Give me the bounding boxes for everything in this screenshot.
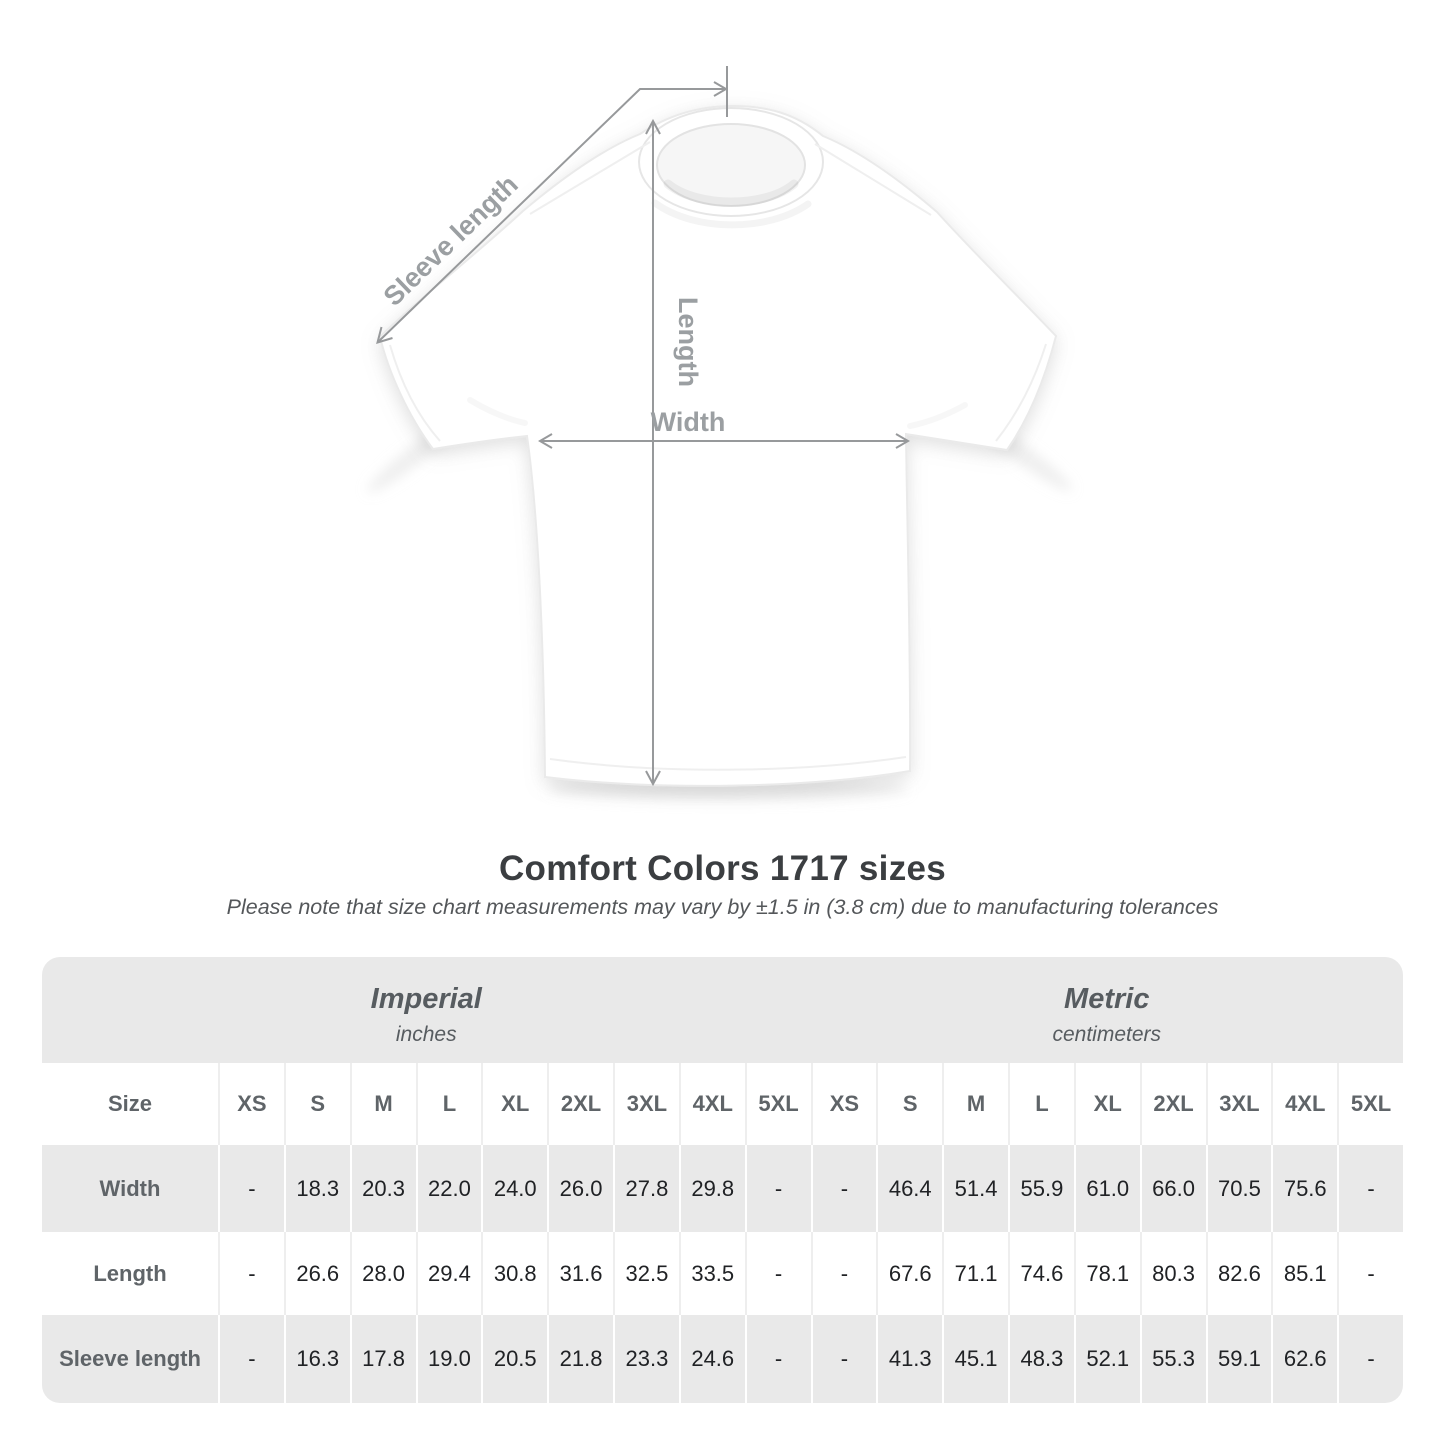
- size-table: Imperial inches Metric centimeters Size …: [42, 957, 1403, 1403]
- sleeve-length-arrow: [376, 66, 728, 344]
- value-cell: 16.3: [283, 1315, 350, 1403]
- tshirt-seams: [389, 141, 1047, 771]
- value-cell: 31.6: [547, 1232, 613, 1315]
- size-header-cell: 5XL: [744, 1063, 811, 1145]
- value-cell: -: [744, 1315, 811, 1403]
- value-cell: -: [1337, 1145, 1403, 1232]
- value-cell: 59.1: [1205, 1315, 1272, 1403]
- value-cell: 45.1: [942, 1315, 1008, 1403]
- row-label-cell: Sleeve length: [42, 1315, 218, 1403]
- value-cell: -: [218, 1315, 284, 1403]
- value-cell: 22.0: [415, 1145, 482, 1232]
- value-cell: 78.1: [1073, 1232, 1140, 1315]
- value-cell: 29.4: [415, 1232, 482, 1315]
- tolerance-note: Please note that size chart measurements…: [226, 895, 1219, 919]
- length-arrow: [645, 118, 661, 787]
- size-header-cell: M: [942, 1063, 1008, 1145]
- imperial-group-title: Imperial: [370, 983, 482, 1015]
- metric-group-unit: centimeters: [1052, 1023, 1162, 1046]
- value-cell: 85.1: [1271, 1232, 1337, 1315]
- width-arrow: [538, 433, 910, 449]
- value-cell: -: [1337, 1315, 1403, 1403]
- value-cell: 26.6: [283, 1232, 350, 1315]
- value-cell: 20.3: [349, 1145, 416, 1232]
- value-cell: 70.5: [1205, 1145, 1272, 1232]
- value-cell: 18.3: [283, 1145, 350, 1232]
- neck-shadow: [663, 179, 799, 207]
- collar-under-shadow: [651, 199, 812, 229]
- value-cell: 19.0: [415, 1315, 482, 1403]
- value-cell: 67.6: [876, 1232, 942, 1315]
- length-label: Length: [673, 297, 703, 387]
- imperial-group-header: Imperial inches: [42, 957, 811, 1063]
- size-header-cell: XL: [481, 1063, 547, 1145]
- value-cell: 46.4: [876, 1145, 943, 1232]
- value-cell: 55.3: [1139, 1315, 1206, 1403]
- value-cell: 66.0: [1139, 1145, 1206, 1232]
- size-header-cell: L: [1008, 1063, 1074, 1145]
- value-cell: 55.9: [1008, 1145, 1074, 1232]
- value-cell: 48.3: [1008, 1315, 1074, 1403]
- value-cell: 30.8: [481, 1232, 547, 1315]
- value-cell: -: [744, 1232, 811, 1315]
- page-title: Comfort Colors 1717 sizes: [498, 849, 947, 888]
- value-cell: 20.5: [481, 1315, 548, 1403]
- size-header-cell: M: [349, 1063, 416, 1145]
- value-cell: 62.6: [1271, 1315, 1338, 1403]
- value-cell: 82.6: [1205, 1232, 1272, 1315]
- size-header-cell: XS: [810, 1063, 877, 1145]
- value-cell: 29.8: [678, 1145, 745, 1232]
- width-label: Width: [651, 407, 726, 437]
- row-label-cell: Width: [42, 1145, 218, 1232]
- size-header-cell: 2XL: [547, 1063, 613, 1145]
- value-cell: -: [1337, 1232, 1403, 1315]
- size-header-cell: 3XL: [613, 1063, 679, 1145]
- value-cell: -: [218, 1232, 284, 1315]
- value-cell: -: [744, 1145, 811, 1232]
- value-cell: 26.0: [547, 1145, 613, 1232]
- tshirt-body: [378, 104, 1058, 787]
- size-header-cell: L: [415, 1063, 482, 1145]
- metric-group-header: Metric centimeters: [810, 957, 1403, 1063]
- value-cell: -: [810, 1145, 877, 1232]
- value-cell: 17.8: [349, 1315, 416, 1403]
- value-cell: -: [810, 1315, 877, 1403]
- value-cell: 23.3: [613, 1315, 679, 1403]
- value-cell: -: [810, 1232, 877, 1315]
- value-cell: -: [218, 1145, 284, 1232]
- row-label-cell: Length: [93, 1260, 167, 1286]
- value-cell: 74.6: [1008, 1232, 1074, 1315]
- size-header-cell: S: [876, 1063, 942, 1145]
- size-header-cell: 4XL: [678, 1063, 745, 1145]
- size-header-cell: 3XL: [1205, 1063, 1272, 1145]
- tshirt-diagram: Sleeve length Length Width: [367, 66, 1072, 800]
- value-cell: 32.5: [613, 1232, 679, 1315]
- value-cell: 75.6: [1271, 1145, 1338, 1232]
- value-cell: 24.0: [481, 1145, 548, 1232]
- value-cell: 24.6: [678, 1315, 745, 1403]
- value-cell: 52.1: [1073, 1315, 1140, 1403]
- size-header-cell: 5XL: [1337, 1063, 1403, 1145]
- size-header-cell: 4XL: [1271, 1063, 1337, 1145]
- value-cell: 28.0: [349, 1232, 416, 1315]
- imperial-group-unit: inches: [395, 1023, 457, 1046]
- tshirt-illustration: [378, 104, 1058, 787]
- size-header-cell: XS: [218, 1063, 284, 1145]
- value-cell: 27.8: [613, 1145, 679, 1232]
- size-header-cell: XL: [1073, 1063, 1140, 1145]
- size-header-cell: S: [283, 1063, 350, 1145]
- value-cell: 33.5: [678, 1232, 745, 1315]
- value-cell: 71.1: [942, 1232, 1008, 1315]
- value-cell: 41.3: [876, 1315, 943, 1403]
- size-column-header: Size: [107, 1091, 153, 1116]
- metric-group-title: Metric: [1064, 983, 1150, 1015]
- value-cell: 51.4: [942, 1145, 1008, 1232]
- value-cell: 61.0: [1073, 1145, 1140, 1232]
- value-cell: 80.3: [1139, 1232, 1206, 1315]
- value-cell: 21.8: [547, 1315, 613, 1403]
- size-header-cell: 2XL: [1139, 1063, 1206, 1145]
